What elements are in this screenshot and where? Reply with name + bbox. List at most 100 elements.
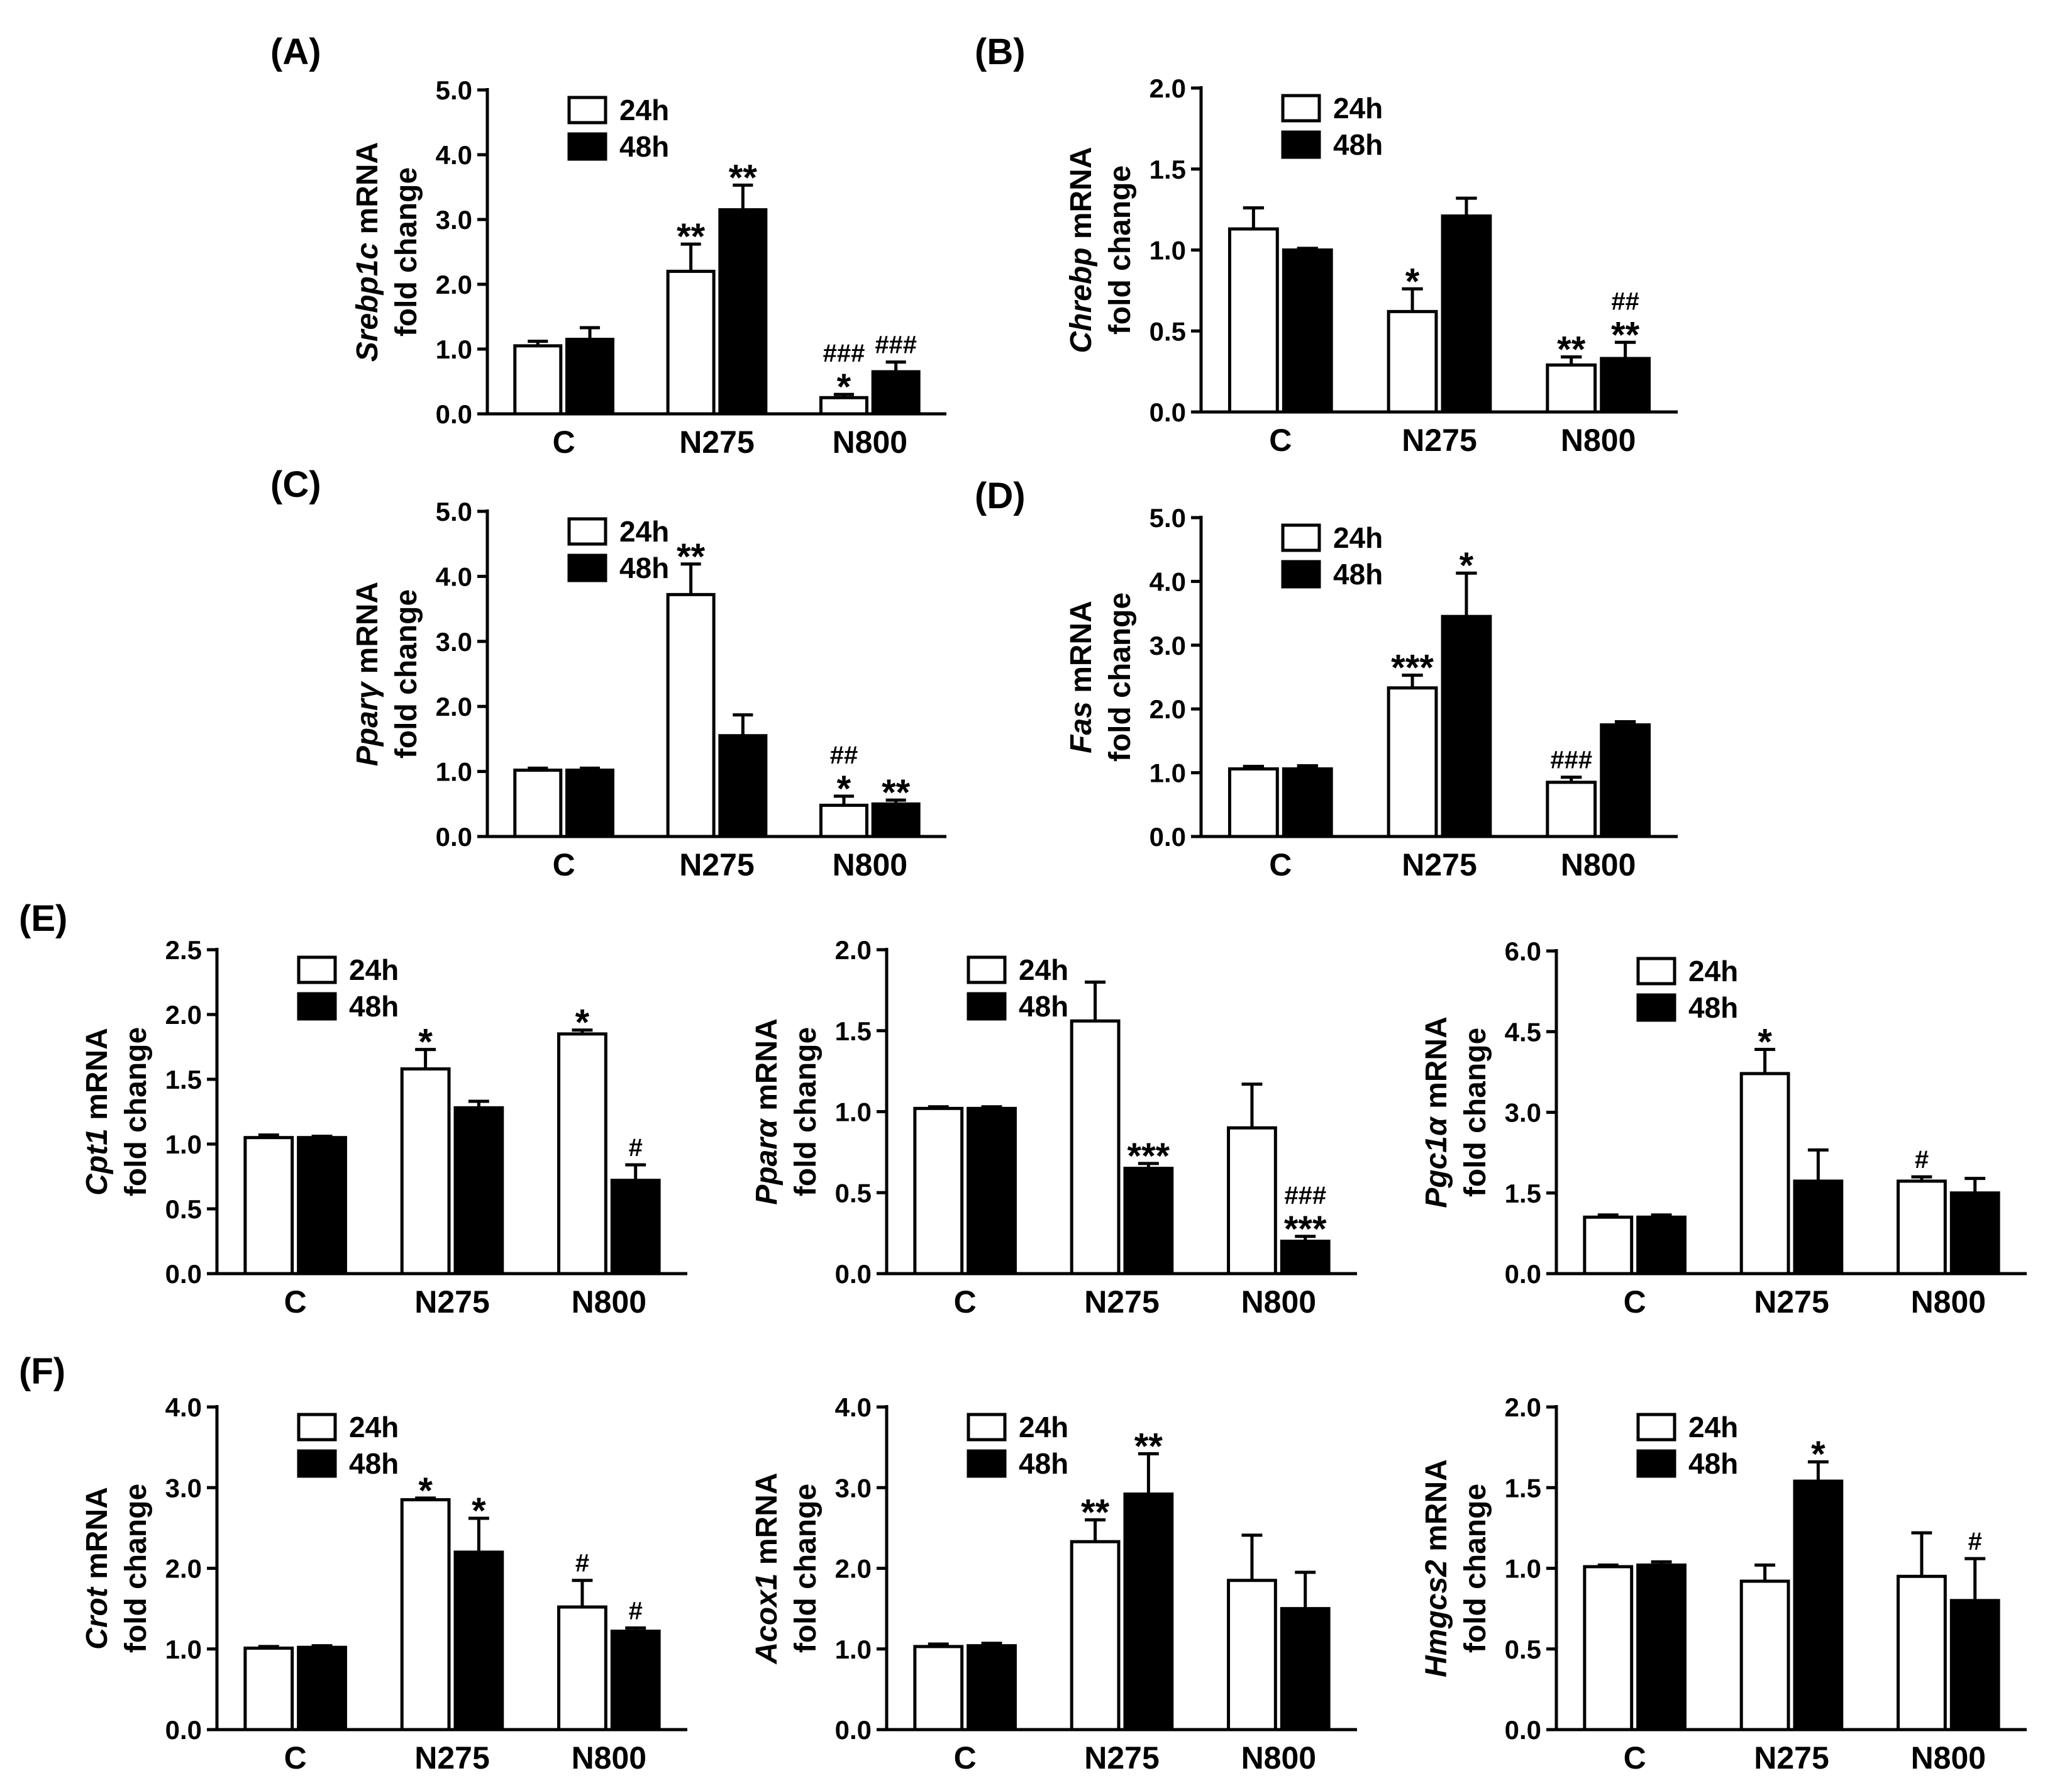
- y-axis-label-unit: mRNA: [351, 142, 384, 243]
- chart-panel-A: (A) 0.0 1.0 2.0 3.0 4.0 5.0 Srebp1c mRNA fold ch…: [270, 31, 946, 460]
- bar-48h-C: [967, 1106, 1017, 1276]
- x-tick-label: C: [1624, 1740, 1646, 1776]
- x-tick-label: C: [553, 425, 575, 460]
- y-axis-label-unit: mRNA: [80, 1487, 114, 1587]
- y-tick-label: 6.0: [1505, 937, 1541, 966]
- y-tick-label: 1.0: [1150, 236, 1186, 265]
- y-tick-label: 1.0: [1150, 759, 1186, 788]
- y-tick-label: 1.0: [436, 335, 472, 364]
- y-axis-label-gene: Acox1: [750, 1573, 784, 1664]
- significance-marker: #: [629, 1134, 643, 1162]
- chart-panel-E1: 0.0 0.5 1.0 1.5 2.0 2.5 Cpt1 mRNA fold change C N…: [80, 935, 687, 1320]
- y-axis-label-line2: fold change: [119, 1027, 153, 1196]
- significance-marker: *: [1811, 1434, 1825, 1475]
- y-tick-label: 4.5: [1505, 1017, 1541, 1047]
- y-tick-label: 2.0: [165, 1554, 202, 1584]
- bar-48h-N800: [1600, 357, 1651, 414]
- legend-label: 24h: [1688, 1411, 1738, 1443]
- section-label-F: (F): [19, 1351, 65, 1392]
- y-axis-label: Hmgcs2 mRNA fold change: [1420, 1459, 1492, 1677]
- y-tick-label: 3.0: [835, 1473, 872, 1503]
- bar-48h-N275: [718, 734, 768, 838]
- legend-label: 48h: [619, 552, 669, 584]
- significance-marker: *: [1758, 1021, 1772, 1062]
- y-tick-label: 0.0: [1150, 397, 1186, 427]
- bar-24h-N275: [1070, 1019, 1121, 1276]
- bar-24h-N800: [1227, 1126, 1277, 1276]
- bar-48h-N275: [453, 1550, 504, 1732]
- y-tick-label: 0.5: [165, 1194, 202, 1224]
- bar-24h-N275: [400, 1067, 451, 1276]
- y-tick-label: 2.5: [165, 935, 202, 965]
- legend-label: 48h: [1019, 1447, 1068, 1480]
- y-tick-label: 2.0: [1150, 694, 1186, 724]
- y-tick-label: 4.0: [436, 562, 472, 591]
- bar-24h-N800: [557, 1605, 607, 1732]
- chart-panel-B: (B) 0.0 0.5 1.0 1.5 2.0 Chrebp mRNA fold change…: [975, 31, 1678, 458]
- bar-48h-N275: [1441, 614, 1492, 838]
- bar-48h-N800: [610, 1179, 661, 1276]
- significance-marker: **: [1557, 329, 1586, 370]
- x-tick-label: N800: [1561, 423, 1636, 458]
- chart-panel-F3: 0.0 0.5 1.0 1.5 2.0 Hmgcs2 mRNA fold change C N2…: [1420, 1393, 2027, 1776]
- bar-24h-C: [913, 1645, 964, 1732]
- y-axis-label-line2: fold change: [390, 167, 423, 336]
- x-tick-label: N275: [1084, 1284, 1160, 1320]
- x-tick-label: C: [284, 1740, 307, 1776]
- y-tick-label: 4.0: [436, 140, 472, 170]
- y-tick-label: 4.0: [835, 1393, 872, 1422]
- legend-label: 48h: [349, 1447, 399, 1480]
- y-tick-label: 0.0: [1505, 1715, 1541, 1745]
- x-tick-label: N800: [833, 425, 908, 460]
- y-tick-label: 0.0: [165, 1715, 202, 1745]
- bar-24h-N800: [557, 1032, 607, 1276]
- y-axis-label-gene: Hmgcs2: [1420, 1560, 1453, 1677]
- legend-swatch-24h: [1281, 523, 1321, 552]
- x-tick-label: C: [954, 1284, 977, 1320]
- y-tick-label: 2.0: [1150, 74, 1186, 103]
- y-axis-label-line2: fold change: [119, 1484, 153, 1653]
- y-axis-label: Srebp1c mRNA fold change: [351, 142, 423, 362]
- y-tick-label: 1.0: [436, 757, 472, 787]
- x-tick-label: N275: [1402, 847, 1477, 882]
- legend-swatch-24h: [1281, 94, 1321, 123]
- significance-marker: **: [677, 216, 706, 257]
- y-axis-label-gene: Pparα: [750, 1118, 784, 1205]
- bar-24h-N275: [1387, 309, 1438, 414]
- significance-marker: **: [1134, 1426, 1163, 1467]
- significance-marker: #: [575, 1550, 589, 1577]
- y-axis-label-unit: mRNA: [750, 1018, 784, 1119]
- y-tick-label: 0.0: [835, 1259, 872, 1289]
- y-tick-label: 3.0: [1505, 1098, 1541, 1128]
- bar-24h-C: [243, 1646, 294, 1732]
- y-axis-label-line2: fold change: [789, 1484, 823, 1653]
- y-tick-label: 2.0: [835, 1554, 872, 1584]
- y-tick-label: 1.0: [835, 1098, 872, 1127]
- y-tick-label: 0.0: [436, 822, 472, 852]
- legend-swatch-48h: [567, 553, 607, 582]
- x-tick-label: N275: [1754, 1284, 1829, 1320]
- significance-marker: #: [1915, 1146, 1929, 1174]
- y-tick-label: 1.0: [1505, 1554, 1541, 1584]
- y-tick-label: 1.5: [1505, 1179, 1541, 1208]
- y-tick-label: 0.0: [1505, 1259, 1541, 1289]
- y-axis-label-gene: Chrebp: [1065, 248, 1098, 353]
- significance-marker: *: [472, 1491, 486, 1532]
- legend-swatch-48h: [967, 1449, 1007, 1478]
- significance-marker: ###: [823, 340, 865, 367]
- y-tick-label: 1.5: [1505, 1473, 1541, 1503]
- y-axis-label-unit: mRNA: [750, 1472, 784, 1573]
- bar-48h-N275: [1793, 1179, 1844, 1276]
- y-tick-label: 3.0: [1150, 631, 1186, 660]
- x-tick-label: N800: [1561, 847, 1636, 882]
- y-axis-label-line2: fold change: [1104, 592, 1137, 762]
- legend-swatch-48h: [1636, 993, 1676, 1022]
- x-tick-label: N275: [414, 1740, 490, 1776]
- legend-label: 48h: [1333, 128, 1383, 161]
- bar-24h-C: [1583, 1215, 1634, 1276]
- legend-label: 24h: [619, 94, 669, 126]
- significance-marker: ##: [1611, 287, 1639, 315]
- bar-48h-N800: [1280, 1607, 1331, 1732]
- y-tick-label: 3.0: [165, 1473, 202, 1503]
